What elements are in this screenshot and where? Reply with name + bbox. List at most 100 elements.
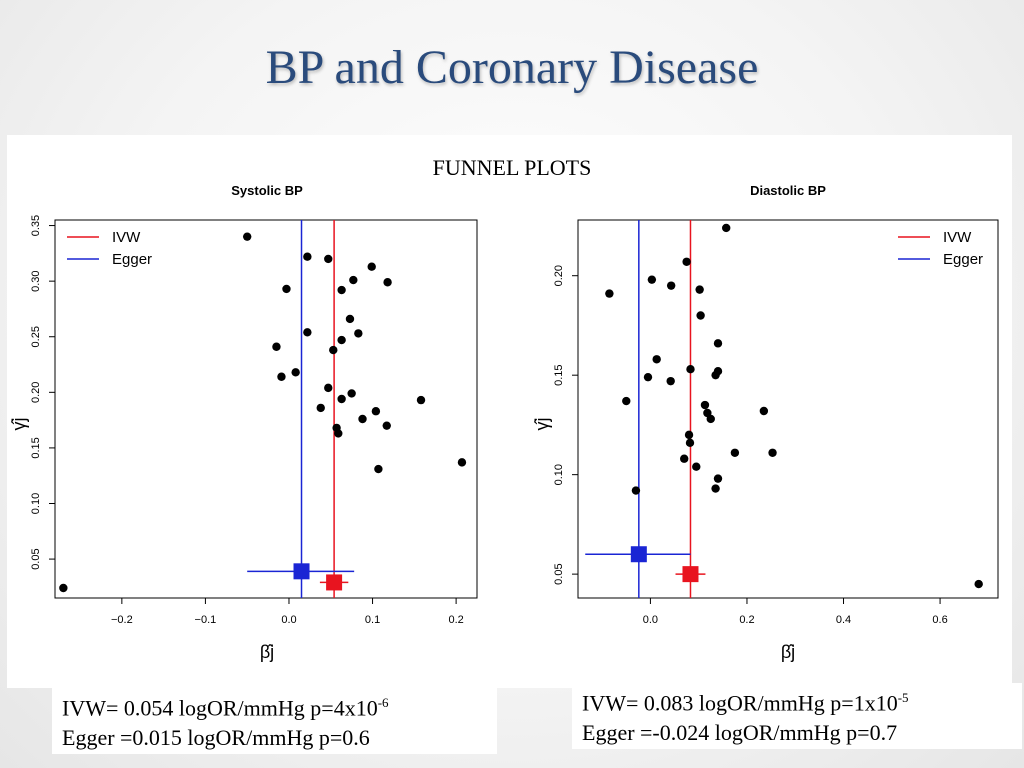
systolic-data-point	[416, 395, 426, 405]
diastolic-data-point	[696, 311, 705, 320]
diastolic-data-point	[631, 486, 641, 495]
diastolic-x-tick-label: 0.4	[836, 614, 851, 626]
systolic-result-note: IVW= 0.054 logOR/mmHg p=4x10-6 Egger =0.…	[52, 686, 497, 754]
diastolic-egger-marker	[630, 546, 647, 563]
diastolic-y-tick-label: 0.05	[553, 563, 565, 584]
systolic-data-point	[358, 414, 367, 424]
slide-title: BP and Coronary Disease	[265, 41, 759, 94]
systolic-y-tick-label: 0.15	[30, 437, 42, 458]
diastolic-data-point	[643, 372, 653, 382]
diastolic-data-point	[682, 257, 691, 266]
diastolic-ivw-exponent: -5	[897, 690, 909, 705]
systolic-data-point	[282, 284, 291, 294]
diastolic-data-point	[680, 454, 689, 463]
diastolic-data-point	[647, 275, 657, 284]
systolic-y-tick-label: 0.20	[30, 382, 42, 403]
systolic-data-point	[316, 403, 325, 413]
systolic-data-point	[303, 328, 312, 337]
systolic-data-point	[329, 345, 338, 355]
systolic-data-point	[374, 464, 383, 474]
systolic-legend-label: Egger	[112, 251, 152, 268]
diastolic-plot-frame	[577, 219, 999, 599]
systolic-ivw-text: IVW= 0.054 logOR/mmHg p=4x10	[62, 695, 378, 721]
systolic-data-point	[349, 275, 358, 285]
systolic-data-point	[59, 583, 68, 593]
diastolic-data-point	[695, 285, 704, 294]
diastolic-y-axis-label: γ̂j	[532, 418, 552, 431]
diastolic-y-tick-label: 0.20	[553, 265, 565, 286]
systolic-egger-text: Egger =0.015 logOR/mmHg p=0.6	[62, 725, 370, 751]
systolic-data-point	[337, 285, 346, 295]
diastolic-x-tick-label: 0.0	[643, 614, 658, 626]
systolic-y-tick-label: 0.35	[30, 215, 42, 236]
systolic-data-point	[382, 421, 391, 430]
diastolic-data-point	[666, 281, 676, 290]
figure-panel	[7, 135, 1012, 688]
systolic-egger-marker	[293, 563, 310, 580]
systolic-y-tick-label: 0.05	[30, 548, 42, 569]
systolic-x-tick-label: 0.2	[448, 614, 463, 626]
systolic-legend-label: IVW	[112, 229, 141, 246]
diastolic-data-point	[974, 579, 983, 589]
diastolic-legend-label: IVW	[943, 229, 972, 246]
diastolic-y-tick-label: 0.15	[553, 364, 565, 385]
systolic-data-point	[277, 372, 286, 381]
systolic-data-point	[337, 335, 346, 345]
diastolic-egger-text: Egger =-0.024 logOR/mmHg p=0.7	[582, 720, 898, 746]
diastolic-data-point	[666, 376, 675, 386]
diastolic-ivw-text: IVW= 0.083 logOR/mmHg p=1x10	[582, 690, 898, 716]
systolic-data-point	[324, 383, 333, 393]
systolic-data-point	[347, 389, 356, 398]
diastolic-y-tick-label: 0.10	[553, 464, 565, 485]
diastolic-data-point	[768, 448, 777, 457]
systolic-data-point	[457, 458, 467, 467]
systolic-x-tick-label: 0.0	[281, 614, 296, 626]
diastolic-legend-label: Egger	[943, 251, 983, 268]
diastolic-result-note: IVW= 0.083 logOR/mmHg p=1x10-5 Egger =-0…	[572, 683, 1022, 749]
diastolic-data-point	[692, 462, 701, 471]
diastolic-data-point	[605, 289, 614, 298]
systolic-ivw-marker	[326, 574, 343, 591]
systolic-y-axis-label: γ̂j	[9, 418, 29, 431]
systolic-data-point	[334, 429, 343, 438]
diastolic-data-point	[713, 474, 723, 483]
diastolic-data-point	[759, 406, 769, 416]
diastolic-data-point	[706, 414, 715, 424]
systolic-data-point	[303, 252, 312, 261]
systolic-data-point	[371, 407, 381, 416]
systolic-x-tick-label: −0.2	[111, 614, 133, 626]
systolic-y-tick-label: 0.10	[30, 493, 42, 514]
systolic-data-point	[354, 329, 363, 338]
systolic-y-tick-label: 0.25	[30, 326, 42, 347]
systolic-data-point	[345, 314, 355, 324]
diastolic-x-axis-label: β̂j	[781, 642, 795, 662]
systolic-y-tick-label: 0.30	[30, 270, 42, 291]
diastolic-x-tick-label: 0.2	[739, 614, 754, 626]
diastolic-data-point	[685, 438, 695, 448]
diastolic-data-point	[713, 339, 723, 348]
diastolic-plot-title: Diastolic BP	[750, 183, 826, 198]
systolic-plot-title: Systolic BP	[231, 183, 303, 198]
diastolic-data-point	[722, 223, 731, 233]
systolic-data-point	[272, 342, 281, 351]
systolic-x-axis-label: β̂j	[260, 642, 274, 662]
diastolic-data-point	[652, 355, 661, 364]
diastolic-ivw-marker	[682, 566, 699, 583]
systolic-data-point	[291, 368, 300, 377]
systolic-x-tick-label: 0.1	[365, 614, 380, 626]
diastolic-data-point	[711, 484, 720, 493]
systolic-data-point	[383, 278, 392, 287]
systolic-data-point	[337, 394, 346, 404]
diastolic-x-tick-label: 0.6	[932, 614, 947, 626]
systolic-data-point	[324, 254, 333, 264]
systolic-plot-frame	[54, 219, 478, 599]
diastolic-data-point	[622, 396, 631, 406]
systolic-data-point	[242, 232, 252, 241]
figure-subtitle: FUNNEL PLOTS	[432, 155, 592, 180]
diastolic-data-point	[711, 370, 720, 380]
systolic-x-tick-label: −0.1	[195, 614, 217, 626]
systolic-data-point	[367, 262, 376, 271]
diastolic-data-point	[730, 448, 740, 457]
